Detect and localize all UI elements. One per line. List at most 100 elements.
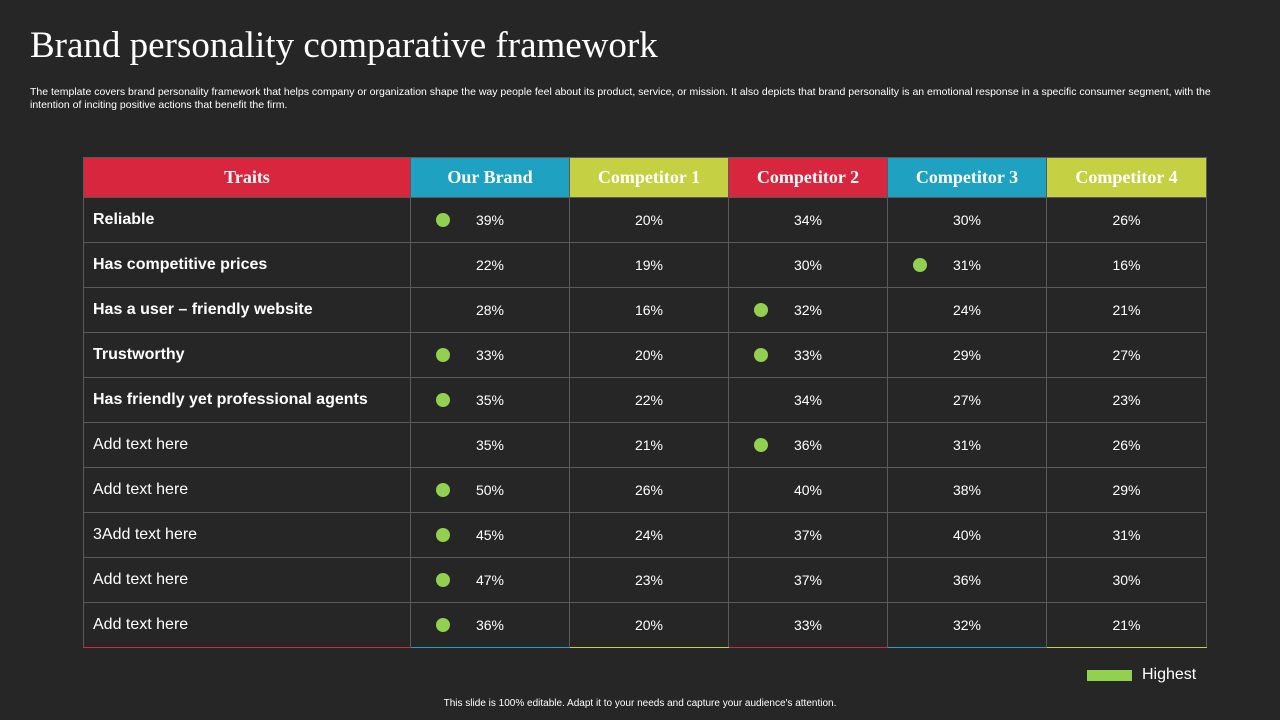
percentage-value: 16% (1112, 257, 1141, 273)
percentage-value: 19% (634, 257, 664, 273)
percentage-value: 31% (1112, 527, 1141, 543)
percentage-value: 45% (475, 527, 505, 543)
percentage-value: 33% (475, 347, 505, 363)
percentage-value: 34% (793, 392, 823, 408)
value-cell: 23% (569, 557, 729, 603)
value-cell: 19% (569, 242, 729, 288)
highest-indicator-dot (436, 618, 450, 632)
trait-cell: Trustworthy (83, 332, 411, 378)
value-cell: 36% (887, 557, 1047, 603)
percentage-value: 35% (475, 437, 505, 453)
value-cell: 33% (410, 332, 570, 378)
value-cell: 26% (1046, 422, 1207, 468)
value-cell: 47% (410, 557, 570, 603)
table-row: Add text here 47% 23% 37% 36% 30% (83, 557, 1207, 603)
percentage-value: 36% (793, 437, 823, 453)
value-cell: 21% (1046, 287, 1207, 333)
header-competitor-2: Competitor 2 (728, 157, 888, 198)
value-cell: 22% (410, 242, 570, 288)
value-cell: 39% (410, 197, 570, 243)
percentage-value: 31% (952, 437, 982, 453)
percentage-value: 36% (475, 617, 505, 633)
percentage-value: 36% (952, 572, 982, 588)
percentage-value: 28% (475, 302, 505, 318)
percentage-value: 29% (1112, 482, 1141, 498)
value-cell: 33% (728, 332, 888, 378)
value-cell: 30% (728, 242, 888, 288)
value-cell: 36% (410, 602, 570, 648)
value-cell: 45% (410, 512, 570, 558)
percentage-value: 40% (952, 527, 982, 543)
table-row: Trustworthy 33% 20% 33% 29% 27% (83, 332, 1207, 378)
slide-footer: This slide is 100% editable. Adapt it to… (443, 698, 837, 709)
highest-indicator-dot (436, 348, 450, 362)
value-cell: 20% (569, 197, 729, 243)
value-cell: 20% (569, 332, 729, 378)
table-row: Add text here 35% 21% 36% 31% 26% (83, 422, 1207, 468)
value-cell: 31% (887, 422, 1047, 468)
value-cell: 35% (410, 422, 570, 468)
percentage-value: 21% (1112, 617, 1141, 633)
value-cell: 27% (1046, 332, 1207, 378)
trait-cell: Add text here (83, 602, 411, 648)
percentage-value: 38% (952, 482, 982, 498)
percentage-value: 22% (634, 392, 664, 408)
percentage-value: 33% (793, 347, 823, 363)
value-cell: 32% (728, 287, 888, 333)
value-cell: 33% (728, 602, 888, 648)
highest-indicator-dot (436, 528, 450, 542)
percentage-value: 29% (952, 347, 982, 363)
value-cell: 37% (728, 512, 888, 558)
percentage-value: 39% (475, 212, 505, 228)
value-cell: 40% (728, 467, 888, 513)
percentage-value: 21% (1112, 302, 1141, 318)
highest-indicator-dot (436, 393, 450, 407)
percentage-value: 37% (793, 527, 823, 543)
percentage-value: 20% (634, 347, 664, 363)
trait-cell: Has a user – friendly website (83, 287, 411, 333)
highest-indicator-dot (436, 573, 450, 587)
header-competitor-1: Competitor 1 (569, 157, 729, 198)
table-row: Has friendly yet professional agents 35% 2… (83, 377, 1207, 423)
value-cell: 16% (1046, 242, 1207, 288)
value-cell: 21% (569, 422, 729, 468)
percentage-value: 34% (793, 212, 823, 228)
percentage-value: 33% (793, 617, 823, 633)
trait-cell: Has competitive prices (83, 242, 411, 288)
highest-indicator-dot (754, 438, 768, 452)
value-cell: 34% (728, 197, 888, 243)
header-competitor-4: Competitor 4 (1046, 157, 1207, 198)
value-cell: 30% (887, 197, 1047, 243)
value-cell: 28% (410, 287, 570, 333)
percentage-value: 23% (1112, 392, 1141, 408)
highest-indicator-dot (754, 348, 768, 362)
value-cell: 29% (887, 332, 1047, 378)
trait-cell: Has friendly yet professional agents (83, 377, 411, 423)
percentage-value: 30% (793, 257, 823, 273)
header-competitor-3: Competitor 3 (887, 157, 1047, 198)
value-cell: 26% (1046, 197, 1207, 243)
percentage-value: 30% (952, 212, 982, 228)
value-cell: 21% (1046, 602, 1207, 648)
value-cell: 40% (887, 512, 1047, 558)
value-cell: 20% (569, 602, 729, 648)
percentage-value: 26% (634, 482, 664, 498)
legend-highest-swatch (1087, 669, 1132, 681)
percentage-value: 24% (952, 302, 982, 318)
legend-label: Highest (1142, 666, 1197, 683)
value-cell: 36% (728, 422, 888, 468)
percentage-value: 23% (634, 572, 664, 588)
value-cell: 23% (1046, 377, 1207, 423)
value-cell: 35% (410, 377, 570, 423)
highest-indicator-dot (436, 483, 450, 497)
value-cell: 22% (569, 377, 729, 423)
trait-cell: Reliable (83, 197, 411, 243)
value-cell: 16% (569, 287, 729, 333)
percentage-value: 20% (634, 212, 664, 228)
percentage-value: 37% (793, 572, 823, 588)
percentage-value: 27% (1112, 347, 1141, 363)
percentage-value: 47% (475, 572, 505, 588)
table-row: Reliable 39% 20% 34% 30% 26% (83, 197, 1207, 243)
value-cell: 26% (569, 467, 729, 513)
table-row: Has competitive prices 22% 19% 30% 31% 16% (83, 242, 1207, 288)
